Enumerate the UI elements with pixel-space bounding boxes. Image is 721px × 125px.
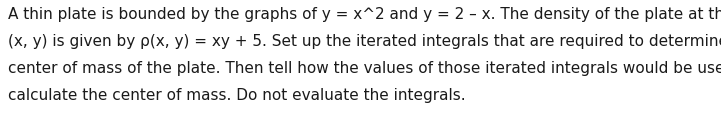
Text: calculate the center of mass. Do not evaluate the integrals.: calculate the center of mass. Do not eva…: [8, 88, 466, 103]
Text: A thin plate is bounded by the graphs of y = x^2 and y = 2 – x. The density of t: A thin plate is bounded by the graphs of…: [8, 7, 721, 22]
Text: (x, y) is given by ρ(x, y) = xy + 5. Set up the iterated integrals that are requ: (x, y) is given by ρ(x, y) = xy + 5. Set…: [8, 34, 721, 49]
Text: center of mass of the plate. Then tell how the values of those iterated integral: center of mass of the plate. Then tell h…: [8, 61, 721, 76]
